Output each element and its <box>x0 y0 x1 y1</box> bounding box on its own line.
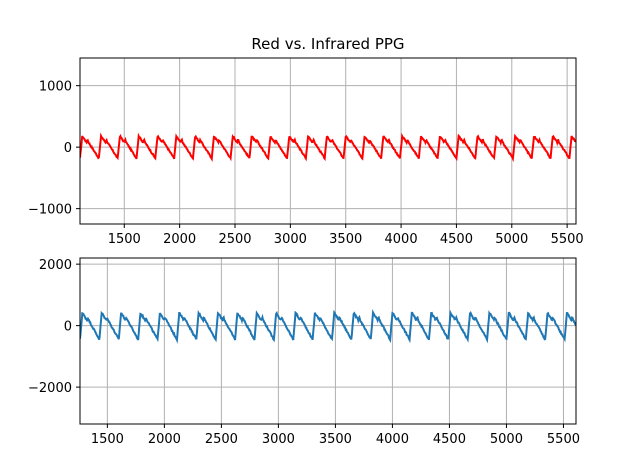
x-tick-label: 2500 <box>205 432 238 447</box>
axes-frame <box>79 57 577 225</box>
x-tick-label: 4000 <box>376 432 409 447</box>
series-line <box>80 132 576 163</box>
chart-title: Red vs. Infrared PPG <box>251 35 404 53</box>
y-tick-label: 1000 <box>39 80 72 95</box>
y-tick-label: −1000 <box>28 203 72 218</box>
x-tick-label: 3000 <box>274 232 307 247</box>
y-tick-label: 0 <box>64 320 72 335</box>
x-tick-label: 3000 <box>262 432 295 447</box>
y-tick-label: 2000 <box>39 258 72 273</box>
x-tick-label: 5000 <box>495 232 528 247</box>
x-tick-label: 5500 <box>551 232 584 247</box>
x-tick-label: 4500 <box>433 432 466 447</box>
red-ppg-axes: 1500 2000 2500 3000 3500 4000 4500 5000 5500 1000… <box>28 35 584 247</box>
infrared-ppg-axes: 1500 2000 2500 3000 3500 4000 4500 5000 5500 2000… <box>28 257 580 447</box>
x-tick-label: 5500 <box>547 432 580 447</box>
y-tick-label: −2000 <box>28 381 72 396</box>
x-tick-label: 1500 <box>108 232 141 247</box>
series-line <box>80 308 576 344</box>
x-tick-label: 3500 <box>329 232 362 247</box>
axes-frame <box>79 257 577 425</box>
x-tick-label: 2000 <box>148 432 181 447</box>
x-tick-label: 3500 <box>319 432 352 447</box>
x-tick-label: 2500 <box>218 232 251 247</box>
x-tick-label: 4500 <box>440 232 473 247</box>
x-tick-label: 1500 <box>91 432 124 447</box>
x-tick-label: 5000 <box>490 432 523 447</box>
x-tick-label: 4000 <box>385 232 418 247</box>
y-tick-label: 0 <box>64 141 72 156</box>
x-tick-label: 2000 <box>163 232 196 247</box>
